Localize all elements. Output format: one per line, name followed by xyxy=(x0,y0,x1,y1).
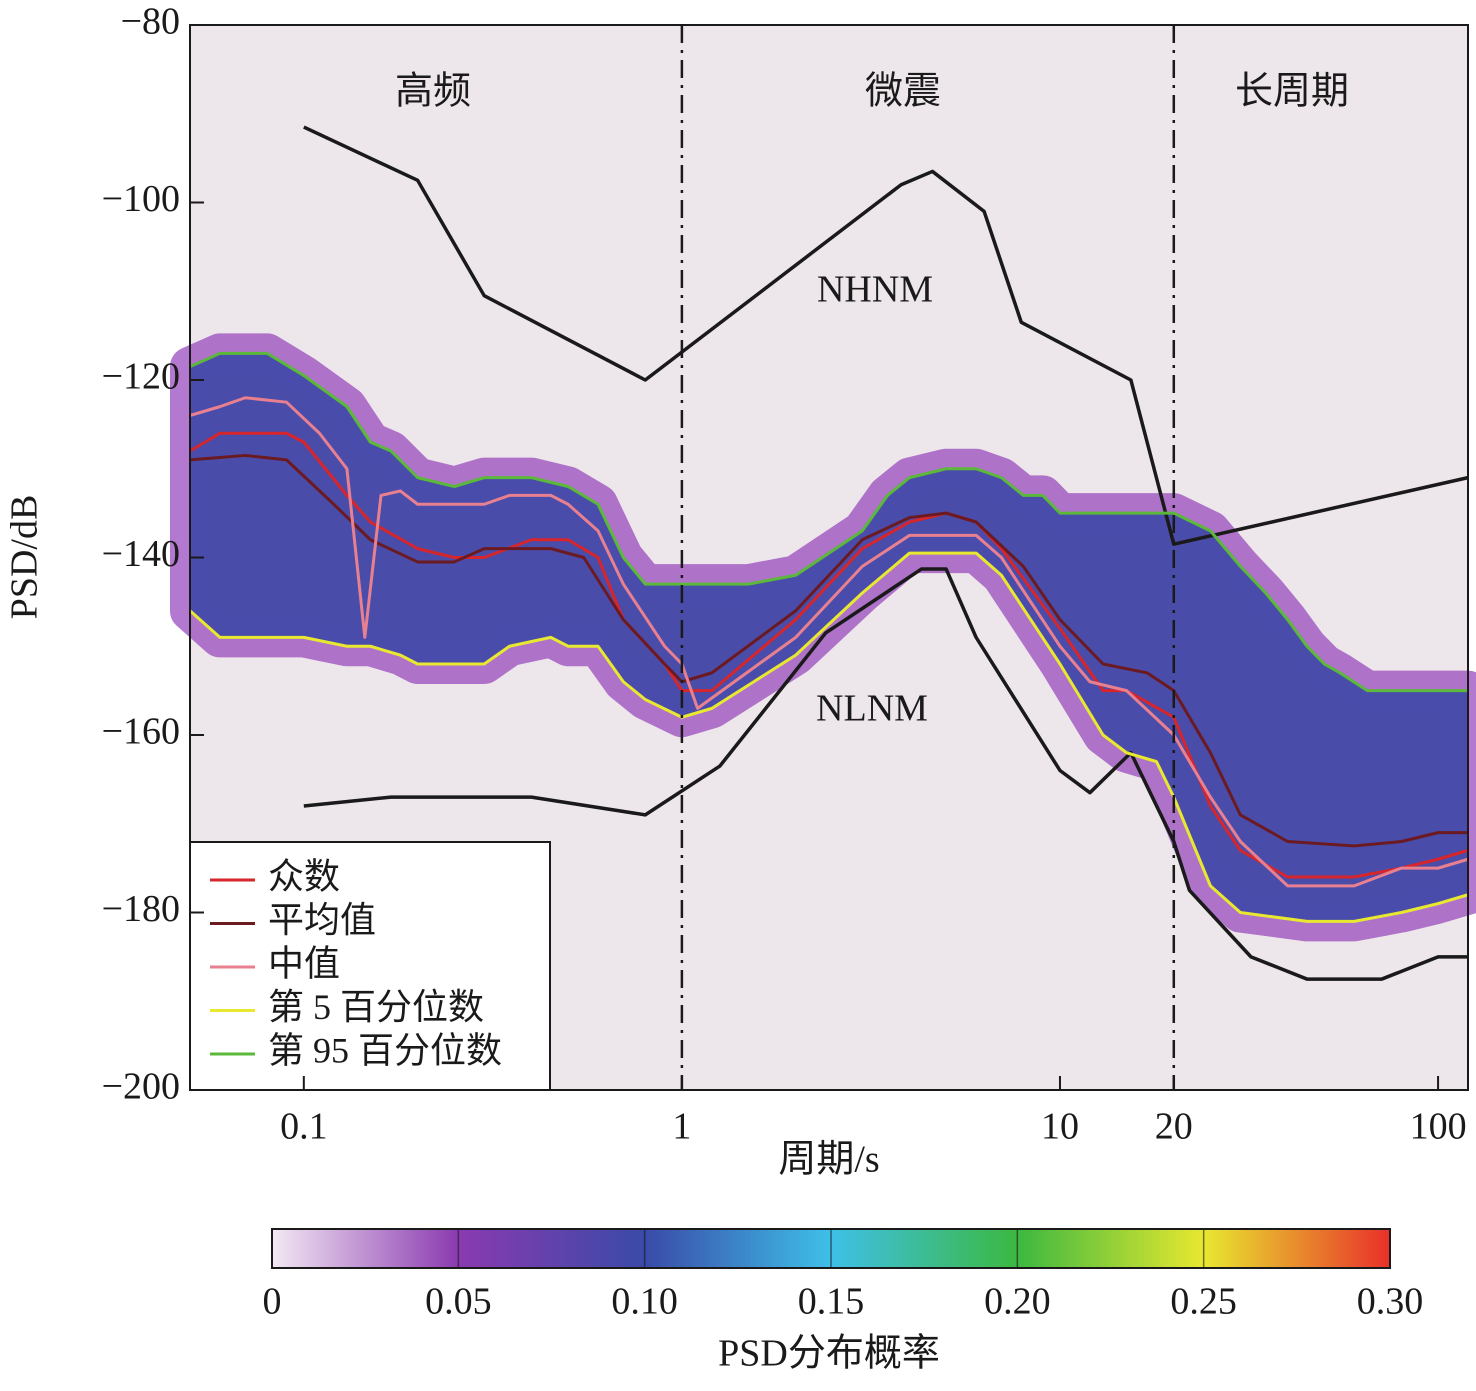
colorbar-tick-label: 0 xyxy=(263,1281,282,1323)
colorbar-tick-label: 0.10 xyxy=(611,1281,678,1323)
y-tick-label: −120 xyxy=(102,356,180,398)
x-tick-label: 10 xyxy=(1041,1106,1079,1148)
colorbar-tick-label: 0.20 xyxy=(984,1281,1051,1323)
series-line xyxy=(189,551,1469,923)
legend-label: 第 95 百分位数 xyxy=(268,1030,502,1070)
y-tick-label: −100 xyxy=(102,178,180,220)
x-tick-label: 1 xyxy=(672,1106,691,1148)
series-line xyxy=(189,351,1468,693)
legend-label: 平均值 xyxy=(268,900,376,940)
colorbar-tick-label: 0.25 xyxy=(1170,1281,1237,1323)
x-tick-label: 0.1 xyxy=(280,1106,328,1148)
colorbar-tick-label: 0.15 xyxy=(798,1281,865,1323)
y-tick-label: −200 xyxy=(102,1066,180,1108)
reference-label: NHNM xyxy=(817,269,933,311)
region-label: 高频 xyxy=(395,71,471,113)
legend-label: 众数 xyxy=(268,856,340,896)
legend-label: 中值 xyxy=(268,943,340,983)
legend-label: 第 5 百分位数 xyxy=(268,987,484,1027)
reference-label: NLNM xyxy=(816,688,928,730)
region-label: 长周期 xyxy=(1235,71,1349,113)
series-line xyxy=(189,431,1469,879)
colorbar-tick-label: 0.05 xyxy=(425,1281,492,1323)
y-tick-label: −140 xyxy=(102,533,180,575)
x-tick-label: 100 xyxy=(1410,1106,1467,1148)
colorbar-label: PSD分布概率 xyxy=(718,1333,940,1375)
reference-line xyxy=(303,125,1469,546)
reference-line xyxy=(303,567,1468,981)
y-axis-label: PSD/dB xyxy=(4,495,46,620)
y-tick-label: −180 xyxy=(102,888,180,930)
series-line xyxy=(189,453,1468,848)
x-axis-label: 周期/s xyxy=(778,1139,879,1181)
y-tick-label: −160 xyxy=(102,711,180,753)
x-tick-label: 20 xyxy=(1155,1106,1193,1148)
y-tick-label: −80 xyxy=(121,1,180,43)
region-label: 微震 xyxy=(865,71,941,113)
colorbar-tick-label: 0.30 xyxy=(1357,1281,1424,1323)
